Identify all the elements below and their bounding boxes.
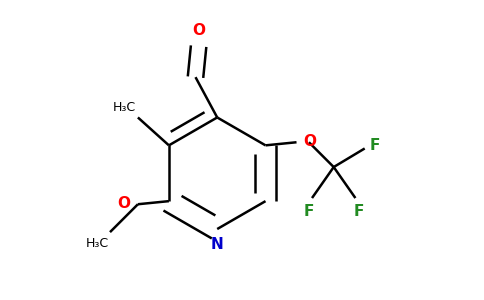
- Text: O: O: [117, 196, 130, 211]
- Text: N: N: [211, 237, 224, 252]
- Text: F: F: [369, 138, 380, 153]
- Text: O: O: [303, 134, 317, 149]
- Text: H₃C: H₃C: [113, 101, 136, 114]
- Text: H₃C: H₃C: [85, 237, 108, 250]
- Text: F: F: [353, 204, 363, 219]
- Text: F: F: [304, 204, 314, 219]
- Text: O: O: [192, 23, 205, 38]
